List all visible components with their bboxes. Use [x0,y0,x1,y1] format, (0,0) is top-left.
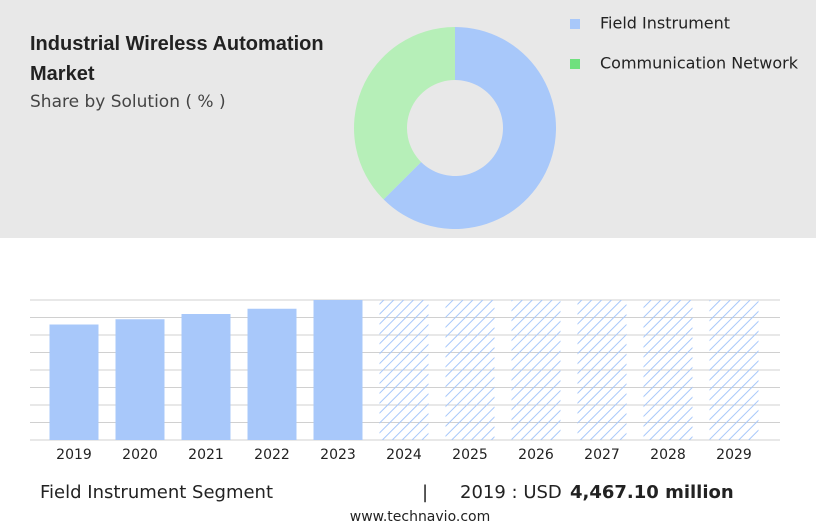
bar [49,324,99,440]
amount: 4,467.10 million [570,482,734,503]
website: www.technavio.com [350,509,491,525]
bar [379,300,429,440]
pie-slice [353,27,455,200]
bar [247,308,297,440]
legend-swatch [570,19,580,29]
x-tick-label: 2024 [386,447,422,463]
bar [445,300,495,440]
segment-label: Field Instrument Segment [40,482,273,503]
bar [511,300,561,440]
x-tick-label: 2029 [716,447,752,463]
bar [181,314,231,440]
bar [313,300,363,440]
bar [643,300,693,440]
x-tick-label: 2022 [254,447,290,463]
bar [115,319,165,440]
x-tick-label: 2023 [320,447,356,463]
x-tick-label: 2021 [188,447,224,463]
pie-slice [383,27,556,229]
legend-swatch [570,59,580,69]
x-tick-label: 2020 [122,447,158,463]
x-tick-label: 2026 [518,447,554,463]
legend-label: Field Instrument [600,14,730,33]
x-tick-label: 2027 [584,447,620,463]
chart-title: Industrial Wireless Automation Market [30,33,324,85]
x-tick-label: 2019 [56,447,92,463]
bar [709,300,759,440]
year-label: 2019 : USD [460,482,562,503]
legend-label: Communication Network [600,54,799,73]
bar [577,300,627,440]
chart-subtitle: Share by Solution ( % ) [30,92,226,112]
x-tick-label: 2025 [452,447,488,463]
separator: | [422,482,428,503]
x-tick-label: 2028 [650,447,686,463]
